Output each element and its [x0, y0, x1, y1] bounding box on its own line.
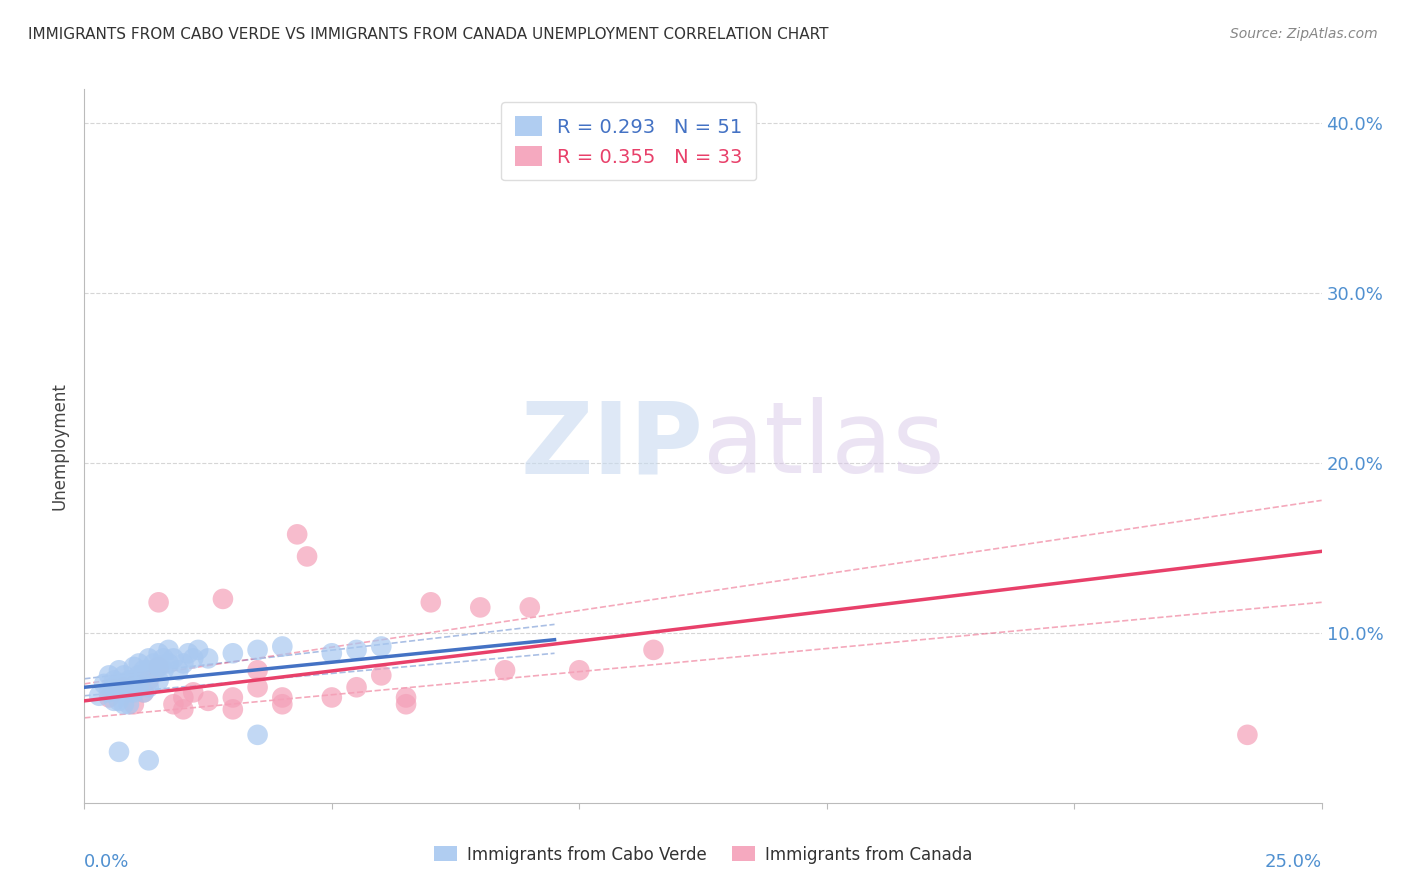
Point [142, 657, 165, 671]
Point [148, 646, 170, 660]
Point [222, 690, 245, 705]
Point [148, 595, 170, 609]
Point [138, 680, 160, 694]
Point [132, 685, 155, 699]
Text: 25.0%: 25.0% [1264, 853, 1322, 871]
Point [222, 646, 245, 660]
Point [112, 680, 135, 694]
Point [172, 702, 194, 716]
Text: Source: ZipAtlas.com: Source: ZipAtlas.com [1230, 27, 1378, 41]
Point [138, 663, 160, 677]
Point [246, 728, 269, 742]
Point [470, 600, 492, 615]
Text: 0.0%: 0.0% [84, 853, 129, 871]
Point [108, 663, 131, 677]
Point [112, 698, 135, 712]
Point [112, 680, 135, 694]
Point [370, 640, 392, 654]
Point [643, 643, 665, 657]
Point [285, 527, 308, 541]
Point [187, 643, 209, 657]
Point [132, 685, 155, 699]
Point [157, 657, 180, 671]
Point [395, 690, 418, 705]
Point [494, 663, 516, 677]
Text: ZIP: ZIP [520, 398, 703, 494]
Point [395, 698, 418, 712]
Point [246, 680, 269, 694]
Point [128, 680, 150, 694]
Point [118, 698, 141, 712]
Point [346, 680, 368, 694]
Point [246, 643, 269, 657]
Legend: Immigrants from Cabo Verde, Immigrants from Canada: Immigrants from Cabo Verde, Immigrants f… [427, 839, 979, 871]
Point [181, 685, 204, 699]
Point [172, 657, 194, 671]
Point [152, 651, 174, 665]
Point [295, 549, 318, 564]
Point [89, 689, 111, 703]
Point [346, 643, 368, 657]
Text: atlas: atlas [703, 398, 945, 494]
Point [93, 677, 115, 691]
Point [167, 663, 190, 677]
Y-axis label: Unemployment: Unemployment [51, 382, 69, 510]
Point [118, 673, 141, 688]
Point [122, 673, 145, 688]
Point [197, 651, 219, 665]
Point [103, 694, 125, 708]
Point [122, 660, 145, 674]
Point [271, 640, 294, 654]
Point [212, 591, 235, 606]
Point [108, 685, 131, 699]
Point [98, 690, 121, 705]
Point [172, 690, 194, 705]
Point [246, 663, 269, 677]
Point [98, 668, 121, 682]
Point [148, 660, 170, 674]
Point [108, 745, 131, 759]
Point [177, 646, 200, 660]
Point [138, 673, 160, 688]
Point [108, 694, 131, 708]
Point [148, 673, 170, 688]
Point [148, 660, 170, 674]
Point [197, 694, 219, 708]
Point [152, 663, 174, 677]
Point [162, 698, 184, 712]
Point [138, 753, 160, 767]
Point [271, 698, 294, 712]
Point [271, 690, 294, 705]
Point [162, 651, 184, 665]
Point [103, 673, 125, 688]
Point [128, 668, 150, 682]
Point [118, 685, 141, 699]
Point [519, 600, 541, 615]
Point [122, 685, 145, 699]
Point [112, 668, 135, 682]
Point [568, 663, 591, 677]
Point [122, 698, 145, 712]
Point [157, 643, 180, 657]
Point [132, 663, 155, 677]
Point [1236, 728, 1258, 742]
Point [98, 685, 121, 699]
Point [103, 680, 125, 694]
Point [419, 595, 441, 609]
Point [321, 690, 343, 705]
Text: IMMIGRANTS FROM CABO VERDE VS IMMIGRANTS FROM CANADA UNEMPLOYMENT CORRELATION CH: IMMIGRANTS FROM CABO VERDE VS IMMIGRANTS… [28, 27, 828, 42]
Legend: R = 0.293   N = 51, R = 0.355   N = 33: R = 0.293 N = 51, R = 0.355 N = 33 [501, 103, 756, 180]
Point [138, 651, 160, 665]
Point [181, 651, 204, 665]
Point [370, 668, 392, 682]
Point [321, 646, 343, 660]
Point [128, 657, 150, 671]
Point [222, 702, 245, 716]
